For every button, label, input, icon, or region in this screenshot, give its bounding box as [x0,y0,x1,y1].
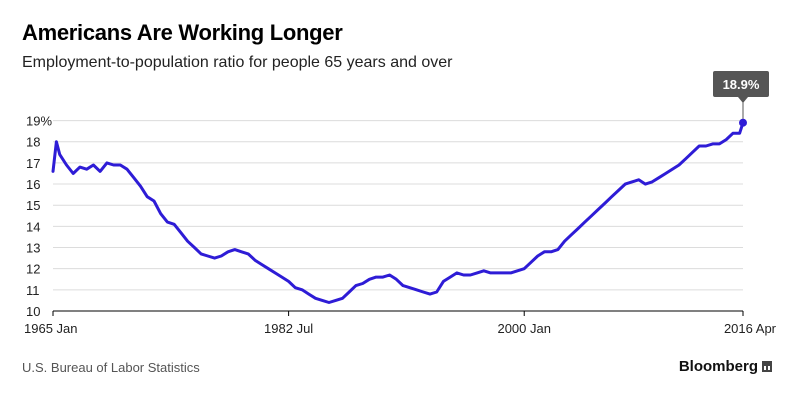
y-tick-label: 19% [26,114,52,129]
y-tick-label: 17 [26,156,40,171]
x-tick-label: 2000 Jan [497,321,551,336]
y-tick-label: 14 [26,219,40,234]
x-tick-label: 2016 Apr [724,321,777,336]
end-point-marker [739,118,747,127]
x-axis: 1965 Jan 1982 Jul 2000 Jan 2016 Apr [24,310,777,336]
brand-name: Bloomberg [678,358,758,375]
chart-title: Americans Are Working Longer [22,20,343,45]
y-axis-labels: 10 11 12 13 14 15 16 17 18 19% [26,114,52,319]
series-line [51,121,745,304]
y-tick-label: 18 [26,135,40,150]
y-tick-label: 10 [26,304,40,319]
x-tick-label: 1982 Jul [264,321,313,336]
x-tick-label: 1965 Jan [24,321,78,336]
series-group [51,121,745,304]
brand-logo: Bloomberg [679,358,772,375]
y-tick-label: 16 [26,177,40,192]
callout-box [713,71,769,97]
callout-pointer [738,97,748,103]
y-tick-label: 15 [26,198,40,213]
callout-group: 18.9% [713,71,769,127]
y-tick-label: 13 [26,241,40,256]
y-tick-label: 11 [26,283,40,298]
bloomberg-chart-icon [762,361,772,372]
y-tick-label: 12 [26,262,40,277]
callout-label: 18.9% [723,77,760,92]
source-note: U.S. Bureau of Labor Statistics [22,360,200,375]
chart-subtitle: Employment-to-population ratio for peopl… [22,54,453,71]
